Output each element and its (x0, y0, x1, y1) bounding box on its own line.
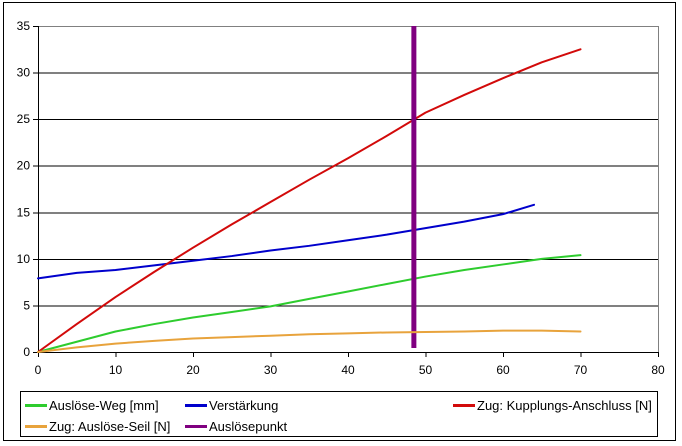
x-tick-label-60: 60 (496, 363, 510, 377)
legend-item-kupplungs-anschluss: Zug: Kupplungs-Anschluss [N] (453, 396, 652, 414)
x-tick-label-50: 50 (419, 363, 433, 377)
y-tick-label-25: 25 (17, 112, 31, 126)
x-tick-label-10: 10 (109, 363, 123, 377)
y-tick-label-10: 10 (17, 252, 31, 266)
series-line-3 (37, 329, 582, 353)
legend-item-ausloese-seil: Zug: Auslöse-Seil [N] (25, 417, 170, 435)
legend-swatch-ausloesepunkt (185, 424, 207, 428)
x-tick-label-0: 0 (35, 363, 42, 377)
y-tick-label-20: 20 (17, 159, 31, 173)
x-tick-label-40: 40 (341, 363, 355, 377)
series-line-2 (37, 48, 582, 353)
x-tick-label-80: 80 (651, 363, 665, 377)
series-line-0 (37, 254, 582, 353)
legend-item-ausloesepunkt: Auslösepunkt (185, 417, 287, 435)
y-tick-label-15: 15 (17, 205, 31, 219)
legend-label-verstaerkung: Verstärkung (209, 397, 279, 413)
legend-swatch-verstaerkung (185, 403, 207, 407)
y-tick-label-0: 0 (23, 345, 30, 359)
legend-item-verstaerkung: Verstärkung (185, 396, 278, 414)
y-tick-label-5: 5 (23, 298, 30, 312)
x-tick-label-70: 70 (574, 363, 588, 377)
chart-legend: Auslöse-Weg [mm] Verstärkung Zug: Kupplu… (20, 391, 658, 437)
series-line-1 (37, 203, 535, 280)
y-tick-label-35: 35 (17, 19, 31, 33)
legend-label-ausloesepunkt: Auslösepunkt (209, 418, 288, 434)
legend-item-ausloese-weg: Auslöse-Weg [mm] (25, 396, 159, 414)
legend-label-kupplungs-anschluss: Zug: Kupplungs-Anschluss [N] (477, 397, 652, 413)
legend-label-ausloese-weg: Auslöse-Weg [mm] (49, 397, 159, 413)
x-tick-label-30: 30 (264, 363, 278, 377)
y-tick-label-30: 30 (17, 66, 31, 80)
legend-swatch-kupplungs-anschluss (453, 403, 475, 407)
x-tick-label-20: 20 (186, 363, 200, 377)
chart-frame (3, 2, 676, 441)
legend-swatch-ausloese-seil (25, 424, 47, 428)
legend-swatch-ausloese-weg (25, 403, 47, 407)
legend-label-ausloese-seil: Zug: Auslöse-Seil [N] (49, 418, 171, 434)
